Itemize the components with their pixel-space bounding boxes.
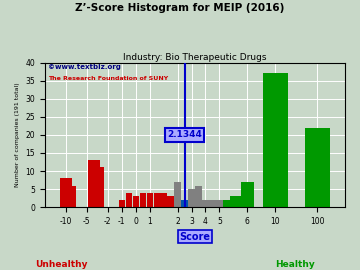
Bar xyxy=(241,182,253,207)
Bar xyxy=(202,200,208,207)
Bar xyxy=(119,200,125,207)
Bar xyxy=(305,128,330,207)
Title: Industry: Bio Therapeutic Drugs: Industry: Bio Therapeutic Drugs xyxy=(123,53,267,62)
Bar xyxy=(175,182,181,207)
Bar xyxy=(195,185,202,207)
Bar xyxy=(209,200,216,207)
Bar xyxy=(188,189,195,207)
Bar xyxy=(216,200,222,207)
Bar xyxy=(87,160,100,207)
Bar xyxy=(153,193,160,207)
Bar xyxy=(132,196,139,207)
Text: 2.1344: 2.1344 xyxy=(167,130,202,139)
Bar xyxy=(147,193,153,207)
Text: ©www.textbiz.org: ©www.textbiz.org xyxy=(48,64,121,70)
Y-axis label: Number of companies (191 total): Number of companies (191 total) xyxy=(15,83,20,187)
Bar xyxy=(167,196,174,207)
X-axis label: Score: Score xyxy=(180,231,211,241)
Bar xyxy=(230,196,237,207)
Bar xyxy=(60,178,72,207)
Bar xyxy=(181,200,188,207)
Text: The Research Foundation of SUNY: The Research Foundation of SUNY xyxy=(48,76,168,80)
Bar xyxy=(98,167,104,207)
Bar xyxy=(126,193,132,207)
Bar xyxy=(161,193,167,207)
Bar xyxy=(140,193,146,207)
Bar xyxy=(263,73,288,207)
Text: Healthy: Healthy xyxy=(275,260,315,269)
Bar xyxy=(237,196,243,207)
Text: Z’-Score Histogram for MEIP (2016): Z’-Score Histogram for MEIP (2016) xyxy=(75,3,285,13)
Bar xyxy=(223,200,230,207)
Text: Unhealthy: Unhealthy xyxy=(35,260,87,269)
Bar xyxy=(70,185,76,207)
